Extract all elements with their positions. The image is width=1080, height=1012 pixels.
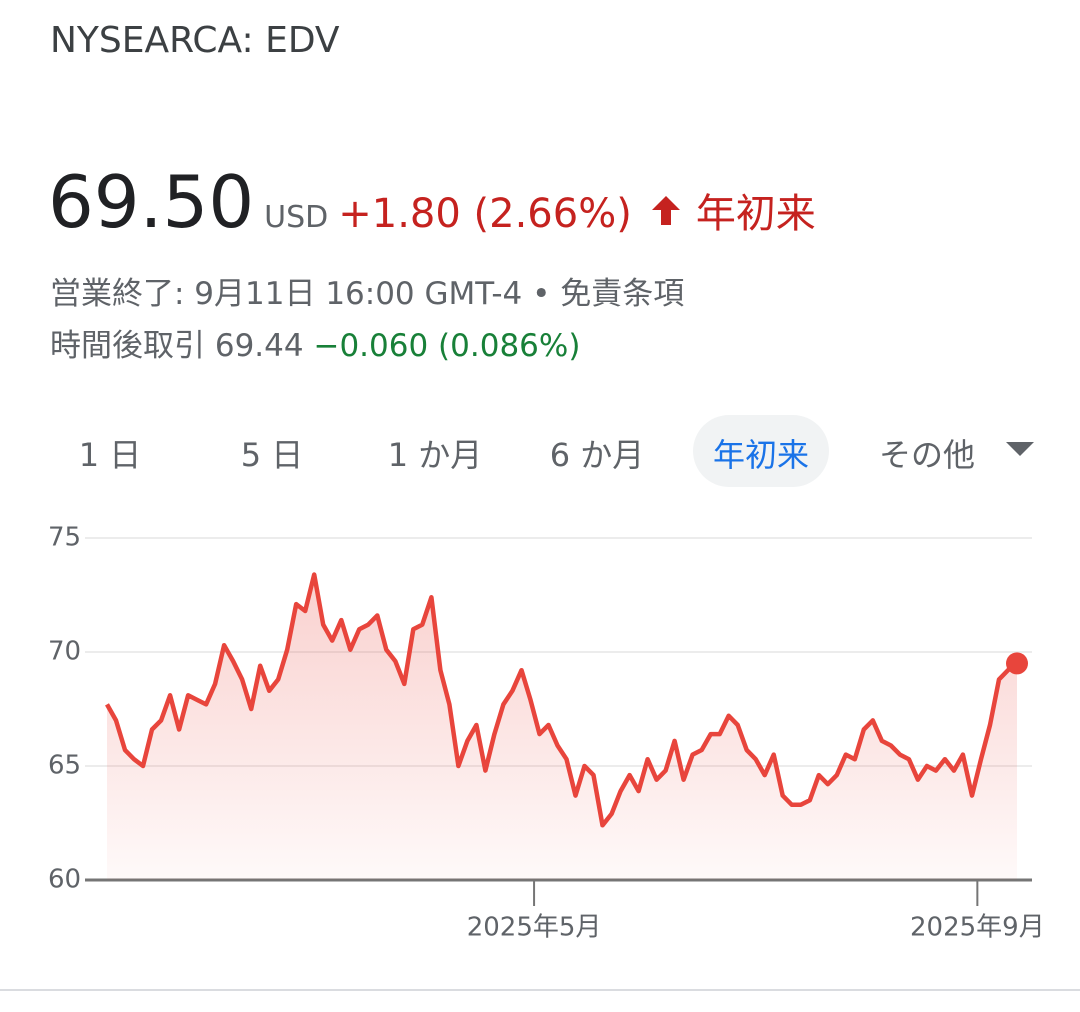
area (107, 574, 1017, 880)
after-hours-change: −0.060 (0.086%) (313, 328, 581, 364)
x-tick-label: 2025年9月 (910, 913, 1045, 943)
market-status: 営業終了: 9月11日 16:00 GMT-4 (50, 276, 523, 312)
y-tick-label: 65 (48, 751, 81, 781)
separator: • (532, 276, 551, 312)
last-point (1006, 652, 1028, 675)
divider (0, 989, 1080, 991)
more-tab[interactable]: その他 (878, 436, 976, 474)
symbol: NYSEARCA: EDV (50, 20, 340, 61)
y-tick-label: 60 (48, 865, 81, 895)
price: 69.50 (48, 160, 255, 244)
period: 年初来 (695, 191, 816, 237)
x-tick-label: 2025年5月 (467, 913, 602, 943)
up-arrow (651, 196, 680, 225)
range-tab[interactable]: 年初来 (712, 436, 810, 474)
after-hours-label: 時間後取引 (50, 328, 205, 364)
range-tab[interactable]: 6 か月 (549, 436, 645, 474)
quote-row: 69.50 USD +1.80 (2.66%) 年初来 (48, 160, 816, 244)
status-row: 営業終了: 9月11日 16:00 GMT-4 • 免責条項 (50, 268, 684, 313)
disclaimer-link[interactable]: 免責条項 (560, 276, 685, 312)
dropdown-icon[interactable] (1004, 440, 1036, 460)
range-tab[interactable]: 1 か月 (387, 436, 483, 474)
price-line (105, 572, 1019, 828)
after-hours-price: 69.44 (214, 328, 304, 364)
currency: USD (264, 200, 329, 235)
selected-tab-bg (693, 415, 829, 487)
y-tick-label: 75 (48, 523, 81, 553)
range-tab[interactable]: 1 日 (78, 436, 142, 474)
y-tick-label: 70 (48, 637, 81, 667)
after-hours-row: 時間後取引 69.44 −0.060 (0.086%) (50, 320, 580, 365)
range-tab[interactable]: 5 日 (240, 436, 304, 474)
change: +1.80 (2.66%) (338, 191, 632, 237)
